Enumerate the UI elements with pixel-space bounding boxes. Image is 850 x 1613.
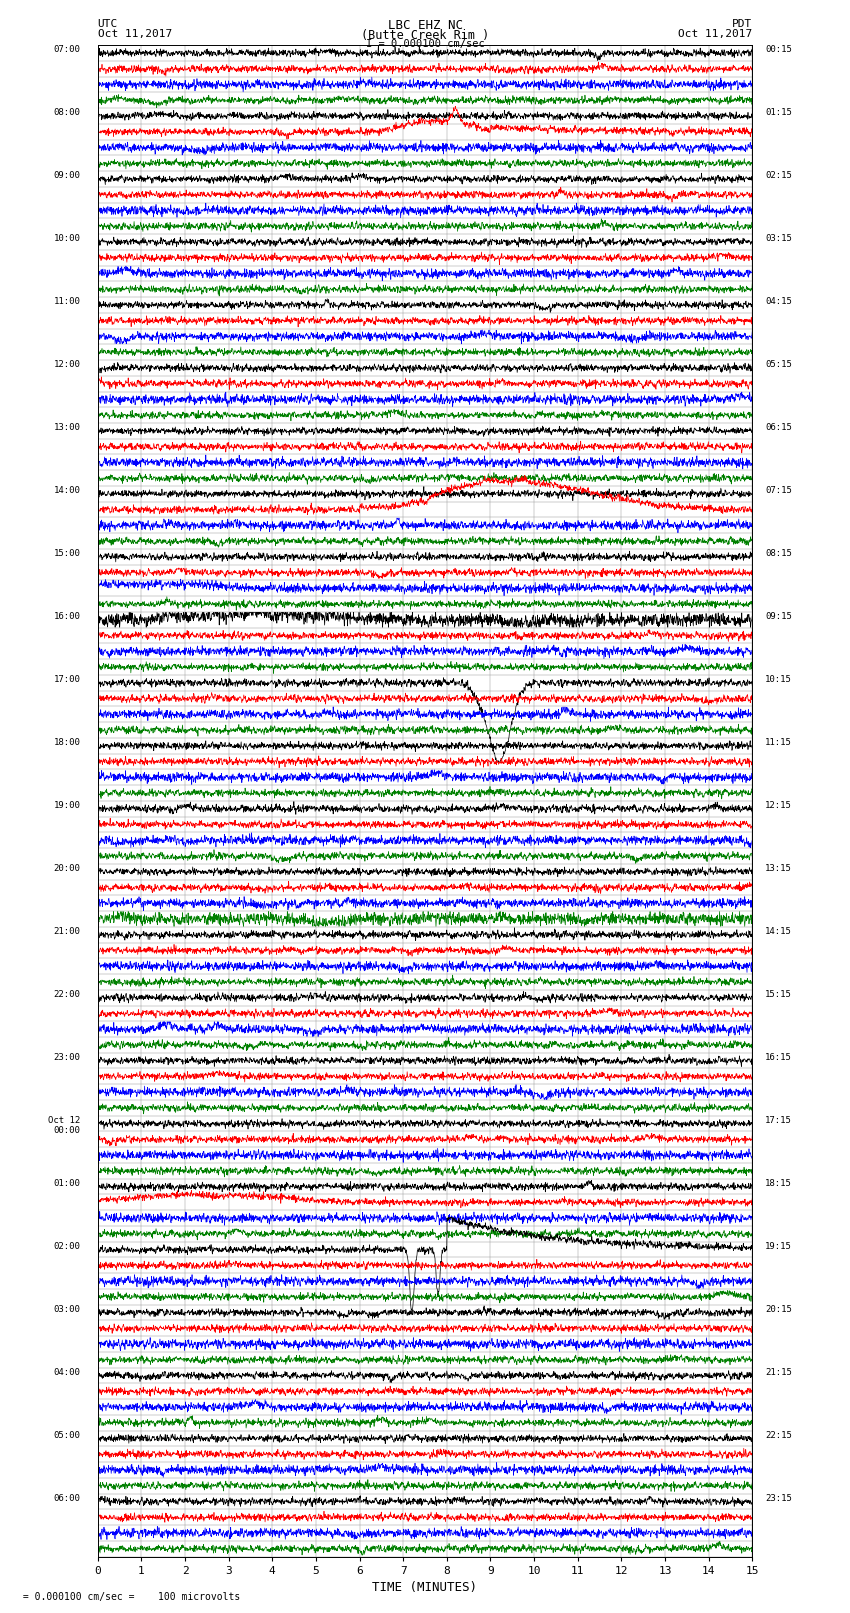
- Text: Oct 11,2017: Oct 11,2017: [98, 29, 172, 39]
- Text: 06:00: 06:00: [54, 1494, 80, 1503]
- Text: 22:00: 22:00: [54, 990, 80, 998]
- Text: 17:00: 17:00: [54, 674, 80, 684]
- Text: 23:00: 23:00: [54, 1053, 80, 1061]
- Text: 11:15: 11:15: [765, 737, 792, 747]
- Text: 20:00: 20:00: [54, 865, 80, 873]
- Text: 16:15: 16:15: [765, 1053, 792, 1061]
- Text: 09:15: 09:15: [765, 611, 792, 621]
- Text: 14:15: 14:15: [765, 927, 792, 936]
- Text: 21:00: 21:00: [54, 927, 80, 936]
- Text: 07:15: 07:15: [765, 486, 792, 495]
- Text: 19:00: 19:00: [54, 802, 80, 810]
- Text: 06:15: 06:15: [765, 423, 792, 432]
- Text: 10:00: 10:00: [54, 234, 80, 244]
- Text: 05:00: 05:00: [54, 1431, 80, 1439]
- Text: = 0.000100 cm/sec =    100 microvolts: = 0.000100 cm/sec = 100 microvolts: [17, 1592, 241, 1602]
- Text: 08:00: 08:00: [54, 108, 80, 118]
- Text: UTC: UTC: [98, 19, 118, 29]
- Text: PDT: PDT: [732, 19, 752, 29]
- Text: 17:15: 17:15: [765, 1116, 792, 1124]
- Text: 21:15: 21:15: [765, 1368, 792, 1376]
- Text: 11:00: 11:00: [54, 297, 80, 306]
- Text: LBC EHZ NC: LBC EHZ NC: [388, 19, 462, 32]
- Text: 20:15: 20:15: [765, 1305, 792, 1313]
- Text: 18:00: 18:00: [54, 737, 80, 747]
- Text: 23:15: 23:15: [765, 1494, 792, 1503]
- Text: 12:15: 12:15: [765, 802, 792, 810]
- Text: 02:00: 02:00: [54, 1242, 80, 1250]
- Text: 08:15: 08:15: [765, 548, 792, 558]
- Text: 13:00: 13:00: [54, 423, 80, 432]
- Text: 02:15: 02:15: [765, 171, 792, 181]
- Text: 10:15: 10:15: [765, 674, 792, 684]
- Text: 22:15: 22:15: [765, 1431, 792, 1439]
- Text: 16:00: 16:00: [54, 611, 80, 621]
- Text: 00:15: 00:15: [765, 45, 792, 55]
- Text: 09:00: 09:00: [54, 171, 80, 181]
- Text: 03:15: 03:15: [765, 234, 792, 244]
- Text: 15:00: 15:00: [54, 548, 80, 558]
- Text: 01:00: 01:00: [54, 1179, 80, 1187]
- Text: Oct 12
00:00: Oct 12 00:00: [48, 1116, 80, 1136]
- Text: I = 0.000100 cm/sec: I = 0.000100 cm/sec: [366, 39, 484, 48]
- Text: 13:15: 13:15: [765, 865, 792, 873]
- Text: 12:00: 12:00: [54, 360, 80, 369]
- Text: (Butte Creek Rim ): (Butte Creek Rim ): [361, 29, 489, 42]
- Text: 04:00: 04:00: [54, 1368, 80, 1376]
- Text: 15:15: 15:15: [765, 990, 792, 998]
- Text: 19:15: 19:15: [765, 1242, 792, 1250]
- X-axis label: TIME (MINUTES): TIME (MINUTES): [372, 1581, 478, 1594]
- Text: Oct 11,2017: Oct 11,2017: [678, 29, 752, 39]
- Text: 01:15: 01:15: [765, 108, 792, 118]
- Text: 04:15: 04:15: [765, 297, 792, 306]
- Text: 14:00: 14:00: [54, 486, 80, 495]
- Text: 07:00: 07:00: [54, 45, 80, 55]
- Text: 03:00: 03:00: [54, 1305, 80, 1313]
- Text: 18:15: 18:15: [765, 1179, 792, 1187]
- Text: 05:15: 05:15: [765, 360, 792, 369]
